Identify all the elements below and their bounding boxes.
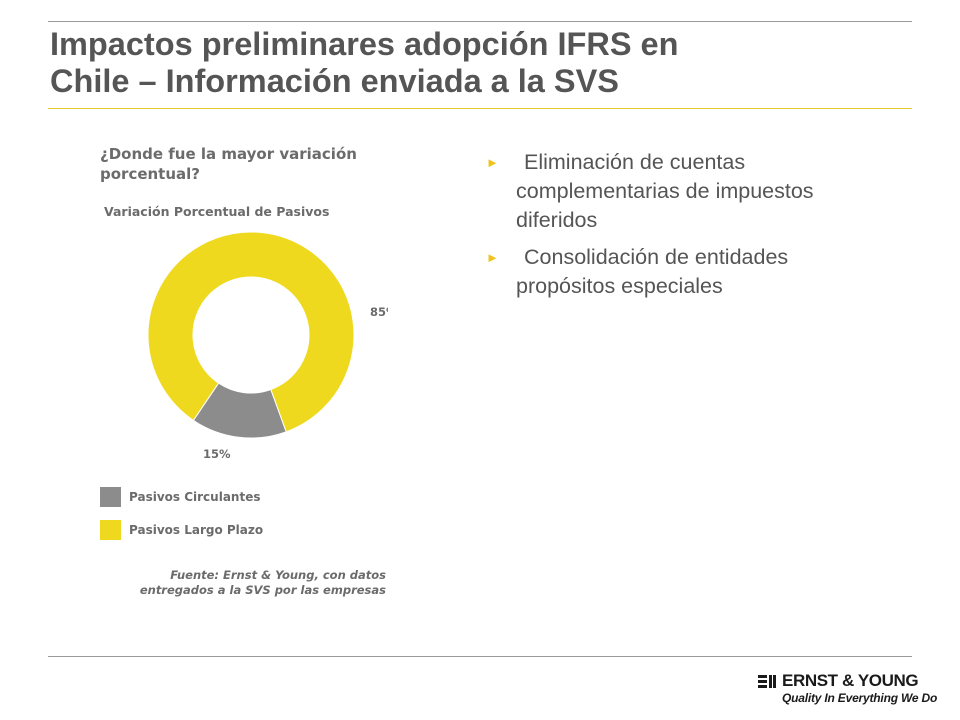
ernst-young-mark-icon: [758, 675, 776, 688]
ernst-young-logo: ERNST & YOUNG Quality In Everything We D…: [752, 670, 937, 710]
donut-data-label: 85%: [370, 305, 388, 319]
bullet-list: ► Eliminación de cuentas complementarias…: [486, 148, 906, 309]
donut-chart: 15% 85%: [148, 231, 388, 460]
bullet-text: Consolidación de entidades propósitos es…: [516, 243, 906, 301]
bullet-text-line: Eliminación de cuentas: [524, 150, 746, 174]
donut-slice-pasivos-largo-plazo: [148, 231, 355, 433]
legend-swatch-pasivos-circulantes: [100, 487, 121, 507]
donut-data-label: 15%: [203, 447, 231, 460]
slide-title-line-2: Chile – Información enviada a la SVS: [50, 63, 619, 99]
bullet-text-line: diferidos: [516, 208, 598, 232]
chart-source-line-2: entregados a la SVS por las empresas: [139, 583, 386, 597]
legend-swatch-pasivos-largo-plazo: [100, 520, 121, 540]
chart-question: ¿Donde fue la mayor variación porcentual…: [100, 144, 357, 184]
chart-question-line-2: porcentual?: [100, 165, 200, 183]
bullet-text: Eliminación de cuentas complementarias d…: [516, 148, 906, 235]
bullet-text-line: propósitos especiales: [516, 274, 723, 298]
donut-chart-panel: ¿Donde fue la mayor variación porcentual…: [96, 140, 396, 610]
legend-label-pasivos-circulantes: Pasivos Circulantes: [129, 490, 261, 504]
bullet-text-line: complementarias de impuestos: [516, 179, 814, 203]
bullet-item: ► Consolidación de entidades propósitos …: [486, 243, 906, 301]
top-divider: [48, 21, 912, 22]
chart-source-note: Fuente: Ernst & Young, con datos entrega…: [136, 568, 386, 598]
chart-title: Variación Porcentual de Pasivos: [104, 204, 330, 219]
bullet-text-line: Consolidación de entidades: [524, 245, 789, 269]
bullet-item: ► Eliminación de cuentas complementarias…: [486, 148, 906, 235]
chart-source-line-1: Fuente: Ernst & Young, con datos: [170, 568, 386, 582]
bullet-arrow-icon: ►: [486, 250, 499, 265]
title-underline: [48, 108, 912, 109]
legend-label-pasivos-largo-plazo: Pasivos Largo Plazo: [129, 523, 264, 537]
logo-tagline: Quality In Everything We Do: [782, 691, 938, 705]
slide-title: Impactos preliminares adopción IFRS en C…: [50, 26, 910, 100]
footer-divider: [48, 656, 912, 657]
logo-wordmark: ERNST & YOUNG: [782, 671, 919, 690]
chart-question-line-1: ¿Donde fue la mayor variación: [100, 145, 357, 163]
slide-title-line-1: Impactos preliminares adopción IFRS en: [50, 26, 679, 62]
bullet-arrow-icon: ►: [486, 155, 499, 170]
